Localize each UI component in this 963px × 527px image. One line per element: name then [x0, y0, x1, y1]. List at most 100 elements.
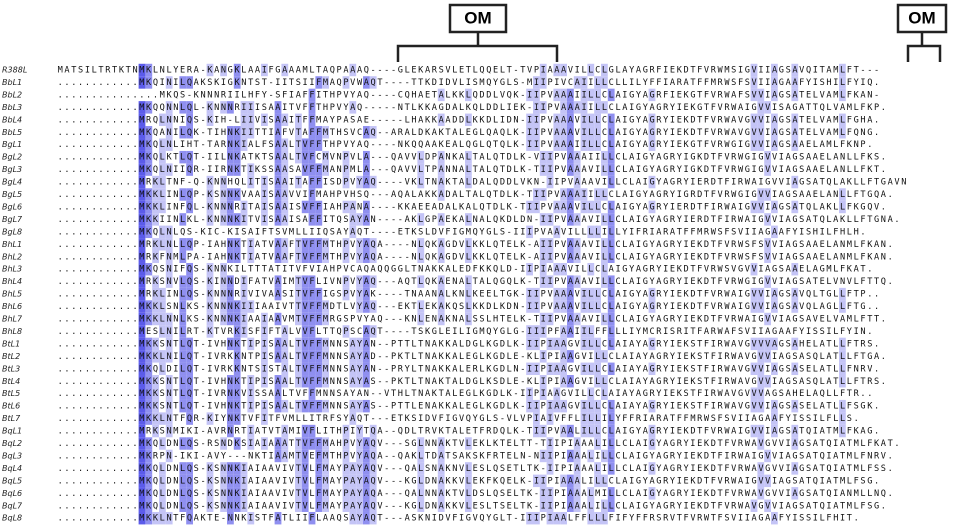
residue-shade: [152, 213, 159, 226]
residue-shade: [145, 225, 153, 239]
residue-shade: [247, 399, 255, 413]
residue-shade: [369, 238, 377, 251]
residue-shade: [247, 424, 255, 438]
residue-shade: [165, 387, 173, 400]
residue-shade: [145, 63, 153, 77]
residue-shade: [607, 175, 615, 189]
residue-shade: [247, 175, 255, 189]
residue-shade: [750, 399, 758, 413]
residue-shade: [594, 437, 601, 450]
residue-shade: [342, 325, 350, 338]
residue-shade: [186, 101, 193, 114]
sequence-name: BgL2: [2, 153, 22, 162]
residue-shade: [533, 287, 540, 301]
residue-shade: [159, 312, 166, 326]
residue-shade: [526, 362, 533, 376]
residue-shade: [356, 399, 363, 413]
residue-shade: [315, 487, 323, 500]
residue-shade: [206, 487, 214, 500]
residue-shade: [363, 163, 370, 176]
residue-shade: [227, 462, 234, 475]
residue-shade: [261, 175, 268, 189]
residue-shade: [607, 337, 615, 351]
residue-shade: [791, 287, 799, 301]
sequence-name: BbL4: [2, 115, 22, 124]
residue-shade: [227, 387, 234, 400]
residue-shade: [295, 238, 302, 251]
residue-shade: [757, 424, 765, 438]
residue-shade: [206, 275, 214, 288]
residue-shade: [274, 200, 282, 214]
residue-shade: [601, 101, 608, 114]
residue-shade: [227, 238, 234, 251]
residue-shade: [138, 238, 146, 251]
residue-shade: [159, 300, 166, 313]
sequence: ............MKQLDILQT-IVRKKNTSISTALTVFFM…: [58, 364, 880, 374]
residue-shade: [356, 511, 363, 525]
residue-shade: [206, 175, 214, 189]
residue-shade: [165, 312, 173, 326]
residue-shade: [567, 138, 574, 151]
residue-shade: [322, 150, 329, 164]
residue-shade: [791, 262, 799, 276]
residue-shade: [145, 213, 153, 226]
residue-shade: [356, 499, 363, 512]
residue-shade: [179, 387, 187, 400]
residue-shade: [227, 499, 234, 512]
residue-shade: [607, 362, 615, 376]
residue-shade: [138, 113, 146, 127]
sequence-name: BtL5: [2, 389, 20, 398]
residue-shade: [233, 474, 241, 488]
residue-shade: [533, 76, 540, 89]
residue-shade: [757, 462, 765, 475]
residue-shade: [159, 362, 166, 376]
residue-shade: [152, 412, 159, 425]
residue-shade: [233, 337, 241, 351]
residue-shade: [315, 399, 323, 413]
sequence-name: BgL6: [2, 202, 22, 211]
bracket-line: [906, 44, 942, 62]
residue-shade: [750, 138, 758, 151]
residue-shade: [567, 424, 574, 438]
residue-shade: [179, 474, 187, 488]
residue-shade: [165, 138, 173, 151]
sequence: ............MRQLNNIQS-KIH-LIIVISAAITFFMA…: [58, 115, 880, 125]
residue-shade: [573, 250, 581, 263]
residue-shade: [553, 362, 561, 376]
residue-shade: [308, 375, 316, 388]
residue-shade: [152, 337, 159, 351]
residue-shade: [363, 200, 370, 214]
residue-shade: [437, 312, 445, 326]
residue-shade: [594, 362, 601, 376]
residue-shade: [165, 350, 173, 363]
residue-shade: [138, 312, 146, 326]
residue-shade: [546, 499, 554, 512]
residue-shade: [159, 188, 166, 201]
residue-shade: [206, 101, 214, 114]
residue-shade: [145, 150, 153, 164]
residue-shade: [607, 412, 615, 425]
residue-shade: [363, 337, 370, 351]
residue-shade: [138, 350, 146, 363]
residue-shade: [594, 350, 601, 363]
residue-shade: [539, 76, 547, 89]
residue-shade: [206, 200, 214, 214]
residue-shade: [363, 213, 370, 226]
residue-shade: [764, 150, 771, 164]
residue-shade: [233, 487, 241, 500]
residue-shade: [363, 250, 370, 263]
residue-shade: [560, 200, 567, 214]
residue-shade: [437, 300, 445, 313]
residue-shade: [315, 138, 323, 151]
residue-shade: [206, 287, 214, 301]
residue-shade: [206, 213, 214, 226]
residue-shade: [308, 424, 316, 438]
residue-shade: [165, 375, 173, 388]
residue-shade: [750, 337, 758, 351]
residue-shade: [750, 387, 758, 400]
residue-shade: [839, 188, 846, 201]
residue-shade: [159, 511, 166, 525]
residue-shade: [165, 449, 173, 463]
residue-shade: [587, 499, 595, 512]
residue-shade: [159, 499, 166, 512]
